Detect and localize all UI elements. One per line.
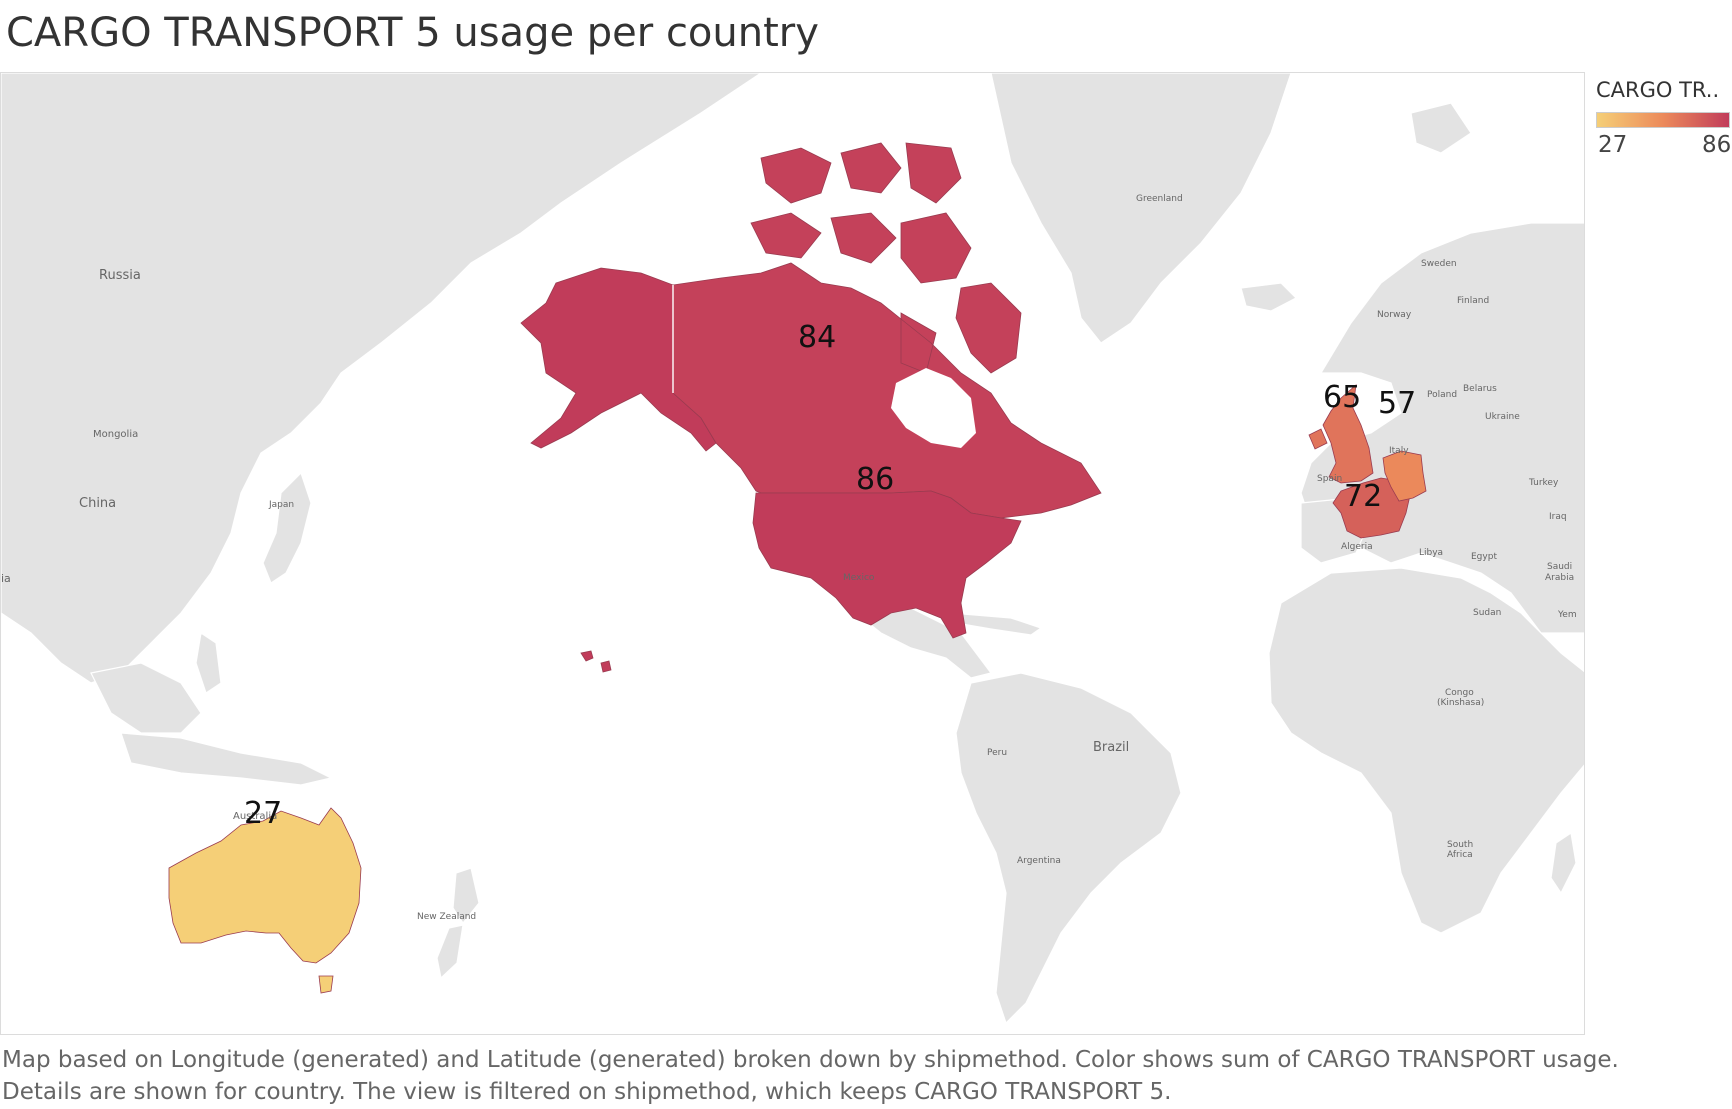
value-label-canada: 84 — [798, 320, 836, 355]
value-label-uk: 65 — [1323, 380, 1361, 415]
map-caption: Map based on Longitude (generated) and L… — [2, 1044, 1722, 1108]
label-norway: Norway — [1377, 310, 1412, 320]
label-brazil: Brazil — [1093, 740, 1129, 755]
caption-line-1: Map based on Longitude (generated) and L… — [2, 1047, 1619, 1073]
label-china: China — [79, 496, 116, 511]
land-africa — [1268, 567, 1584, 934]
color-legend: CARGO TR.. 27 86 — [1596, 78, 1732, 158]
label-india-partial: ia — [1, 572, 11, 585]
label-turkey: Turkey — [1528, 478, 1559, 488]
land-new-zealand-south — [436, 924, 464, 980]
label-poland: Poland — [1427, 390, 1457, 400]
country-northern-ireland[interactable] — [1308, 428, 1328, 450]
country-tasmania[interactable] — [318, 975, 334, 994]
land-philippines — [195, 631, 222, 694]
label-iraq: Iraq — [1549, 512, 1567, 522]
label-south-africa-1: South — [1447, 840, 1473, 850]
value-label-france: 72 — [1344, 479, 1382, 514]
label-argentina: Argentina — [1017, 856, 1061, 866]
country-usa[interactable] — [752, 490, 1022, 639]
label-finland: Finland — [1457, 296, 1489, 306]
label-belarus: Belarus — [1463, 384, 1497, 394]
label-australia: Australia — [233, 811, 277, 822]
country-australia[interactable] — [168, 807, 362, 964]
label-south-africa-2: Africa — [1447, 850, 1473, 860]
label-congo-2: (Kinshasa) — [1437, 698, 1484, 708]
legend-max-label: 86 — [1702, 132, 1732, 158]
legend-title: CARGO TR.. — [1596, 78, 1720, 102]
label-mexico: Mexico — [843, 573, 875, 583]
map-view[interactable]: Russia Mongolia China Japan ia Greenland… — [0, 72, 1585, 1035]
label-sweden: Sweden — [1421, 259, 1457, 269]
land-svalbard — [1410, 102, 1472, 154]
country-germany[interactable] — [1382, 450, 1427, 502]
label-peru: Peru — [987, 748, 1007, 758]
label-spain: Spain — [1317, 474, 1342, 484]
land-japan — [262, 471, 312, 584]
value-label-usa: 86 — [856, 462, 894, 497]
land-greenland — [990, 73, 1292, 344]
legend-color-ramp — [1596, 112, 1730, 128]
land-madagascar — [1550, 831, 1577, 895]
value-label-australia: 27 — [244, 796, 282, 831]
label-egypt: Egypt — [1471, 552, 1497, 562]
land-iceland — [1240, 282, 1298, 312]
value-label-germany: 57 — [1378, 386, 1416, 421]
label-yemen: Yem — [1557, 610, 1577, 620]
caption-line-2: Details are shown for country. The view … — [2, 1079, 1172, 1105]
land-se-asia — [90, 662, 202, 734]
land-asia — [1, 73, 763, 684]
land-new-zealand — [452, 867, 480, 925]
label-italy: Italy — [1389, 446, 1409, 456]
label-congo-1: Congo — [1445, 688, 1474, 698]
label-new-zealand: New Zealand — [417, 912, 476, 922]
hudson-bay — [891, 368, 976, 448]
label-russia: Russia — [99, 268, 141, 283]
land-indonesia — [120, 732, 333, 786]
label-saudi-2: Arabia — [1545, 573, 1574, 583]
label-mongolia: Mongolia — [93, 429, 138, 440]
label-algeria: Algeria — [1341, 542, 1373, 552]
label-libya: Libya — [1419, 548, 1443, 558]
label-greenland: Greenland — [1136, 194, 1183, 204]
world-map[interactable]: Russia Mongolia China Japan ia Greenland… — [1, 73, 1585, 1035]
label-saudi-1: Saudi — [1547, 562, 1572, 572]
label-sudan: Sudan — [1473, 608, 1501, 618]
country-hawaii[interactable] — [580, 650, 612, 673]
label-ukraine: Ukraine — [1485, 412, 1520, 422]
label-japan: Japan — [268, 500, 294, 510]
land-south-america — [955, 672, 1182, 1025]
legend-min-label: 27 — [1598, 132, 1628, 158]
country-france[interactable] — [1332, 477, 1412, 539]
map-title: CARGO TRANSPORT 5 usage per country — [6, 10, 819, 56]
country-uk[interactable] — [1322, 384, 1374, 484]
